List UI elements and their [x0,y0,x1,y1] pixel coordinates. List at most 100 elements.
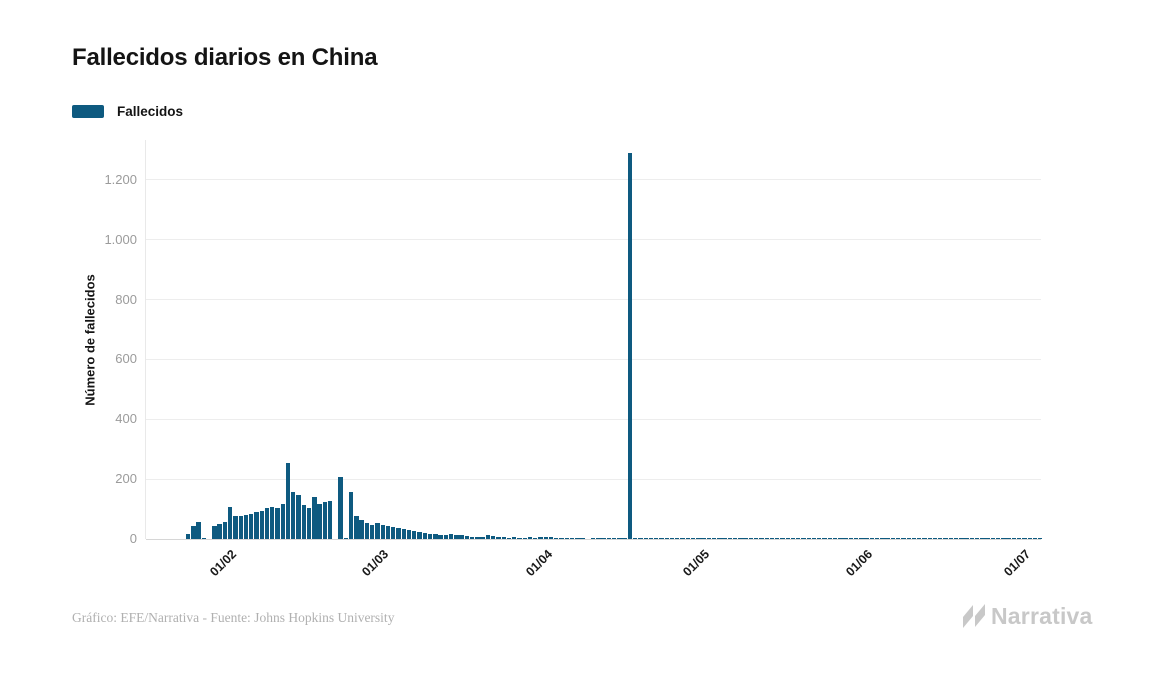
bar [448,534,454,539]
bar [396,528,401,539]
bar [953,538,959,539]
bar [433,533,438,539]
bar [517,537,522,539]
x-tick-01-04: 01/04 [522,547,555,580]
y-tick-0: 0 [129,531,137,546]
bar [775,538,780,539]
bar [575,538,580,539]
bar [264,508,270,539]
bar [533,537,538,539]
bar [896,538,901,539]
bar [980,538,985,539]
legend-item-fallecidos[interactable]: Fallecidos [72,104,183,119]
bar [654,538,659,539]
bar [995,538,1001,539]
bar [675,538,680,539]
bar [1001,538,1006,539]
bar [801,538,806,539]
bar [569,538,575,539]
bar [827,538,832,539]
bar [664,538,669,539]
bar [864,538,869,539]
bar [648,538,654,539]
bar [327,500,333,539]
bar [296,494,301,539]
bar [696,538,701,539]
bar [548,537,554,539]
gridline-400 [146,418,1041,420]
bar [527,537,533,539]
bar [438,534,443,539]
bar [738,538,743,539]
plot-area [145,140,1043,540]
bar [559,537,564,539]
bar [359,519,364,539]
bar [711,538,717,539]
gridline-200 [146,478,1041,480]
bar [796,538,801,539]
bar [406,530,412,539]
bar [259,510,264,539]
narrativa-logo: Narrativa [963,603,1093,630]
bar [680,538,685,539]
bar [391,527,396,539]
bar [364,522,370,539]
bar [469,536,475,539]
bar [459,535,464,539]
bar [480,536,485,539]
x-tick-01-03: 01/03 [359,547,392,580]
bar [233,516,238,539]
bar [243,515,249,539]
bar [817,538,822,539]
bar [911,538,917,539]
bar [417,532,422,539]
bar [590,538,596,539]
bar [280,503,285,539]
bar [974,538,980,539]
bar [838,538,843,539]
bar [254,511,259,539]
bar [1032,538,1038,539]
bar [753,538,759,539]
bar [538,536,543,539]
bar [832,538,838,539]
narrativa-logo-text: Narrativa [991,603,1093,629]
bar [564,537,569,539]
bar [943,538,948,539]
chart-title: Fallecidos diarios en China [72,44,378,71]
bar [196,521,201,539]
bar [627,152,633,539]
bar [685,538,690,539]
bar [969,538,975,539]
y-tick-200: 200 [115,471,137,487]
bar [643,538,648,539]
bar [201,538,207,539]
bar [822,538,827,539]
bar [1038,538,1043,539]
bar [317,503,322,539]
y-tick-1.000: 1.000 [104,231,137,247]
narrativa-n-icon [963,604,985,628]
bar [948,538,953,539]
bar [959,538,964,539]
gridline-1200 [146,179,1041,181]
bar [191,525,196,539]
bar [743,538,748,539]
bar [785,538,790,539]
bar [485,534,491,539]
bar [217,524,222,539]
bar [901,538,906,539]
bar [985,538,990,539]
bar [859,538,864,539]
bar [790,538,796,539]
bar [1006,538,1011,539]
bar [938,538,943,539]
bar [422,533,427,539]
bar [580,538,585,539]
bar [1016,538,1022,539]
bar [401,529,406,539]
bar [601,538,606,539]
bar [1022,538,1027,539]
bar [880,538,885,539]
